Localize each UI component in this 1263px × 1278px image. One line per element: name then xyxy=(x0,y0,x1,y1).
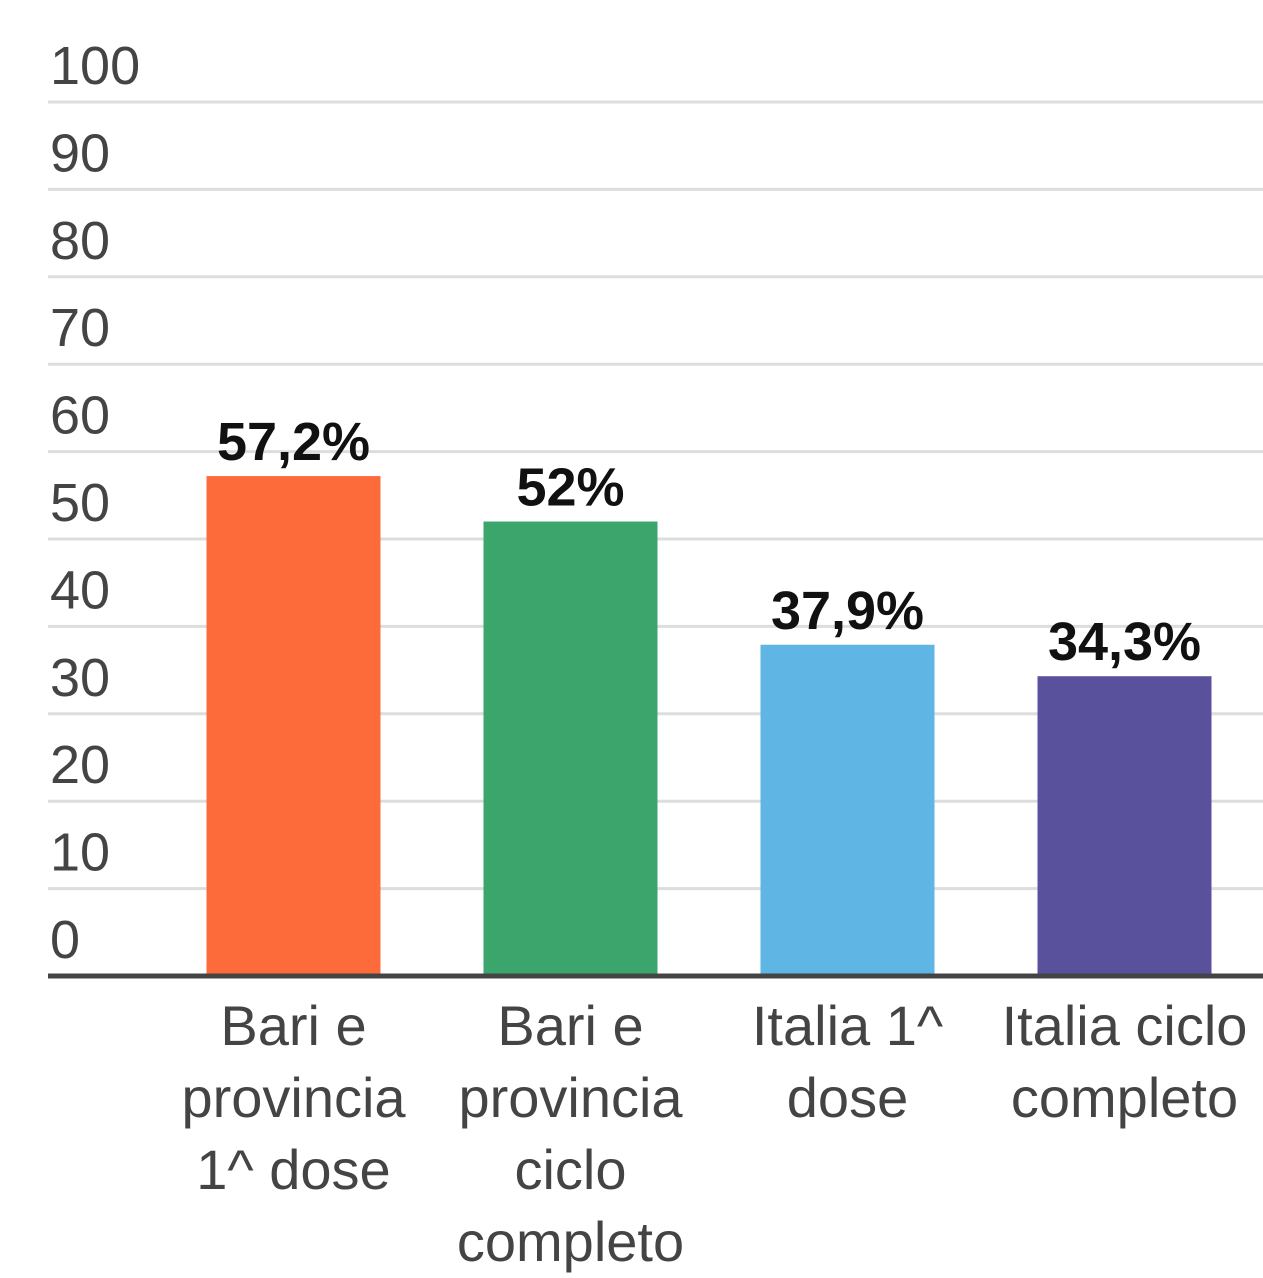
x-tick-label: Italia 1^ dose xyxy=(751,994,944,1129)
x-tick-label: Bari e provincia ciclo completo xyxy=(456,994,685,1273)
y-tick-label: 90 xyxy=(50,123,110,183)
y-tick-label: 50 xyxy=(50,473,110,533)
y-tick-label: 30 xyxy=(50,648,110,708)
bar xyxy=(1037,676,1212,976)
bar xyxy=(760,644,935,976)
y-tick-label: 80 xyxy=(50,211,110,271)
y-tick-label: 60 xyxy=(50,386,110,446)
value-label: 52% xyxy=(516,458,624,518)
y-tick-label: 100 xyxy=(50,36,140,96)
y-tick-label: 20 xyxy=(50,735,110,795)
y-tick-label: 40 xyxy=(50,560,110,620)
y-tick-label: 70 xyxy=(50,298,110,358)
bar xyxy=(483,521,658,976)
bar xyxy=(206,476,381,976)
value-label: 34,3% xyxy=(1048,612,1201,672)
x-tick-label: Bari e provincia 1^ dose xyxy=(181,994,406,1201)
x-tick-label: Italia ciclo completo xyxy=(1001,994,1248,1129)
value-label: 37,9% xyxy=(771,581,924,641)
value-label: 57,2% xyxy=(217,412,370,472)
y-tick-label: 0 xyxy=(50,910,80,970)
y-tick-label: 10 xyxy=(50,823,110,883)
